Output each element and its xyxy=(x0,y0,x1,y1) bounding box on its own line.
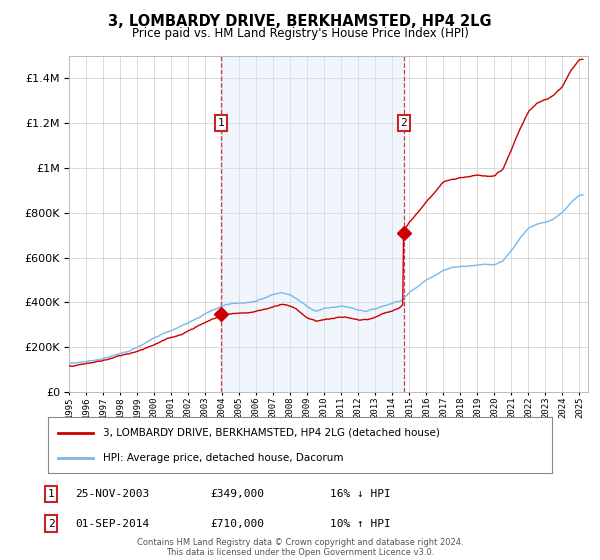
Text: £349,000: £349,000 xyxy=(210,489,264,499)
Text: 2: 2 xyxy=(47,519,55,529)
Text: 2: 2 xyxy=(400,118,407,128)
Text: 01-SEP-2014: 01-SEP-2014 xyxy=(75,519,149,529)
Text: 1: 1 xyxy=(217,118,224,128)
Text: Contains HM Land Registry data © Crown copyright and database right 2024.
This d: Contains HM Land Registry data © Crown c… xyxy=(137,538,463,557)
Text: 3, LOMBARDY DRIVE, BERKHAMSTED, HP4 2LG (detached house): 3, LOMBARDY DRIVE, BERKHAMSTED, HP4 2LG … xyxy=(103,428,440,438)
Text: 1: 1 xyxy=(47,489,55,499)
Text: 16% ↓ HPI: 16% ↓ HPI xyxy=(330,489,391,499)
Text: 3, LOMBARDY DRIVE, BERKHAMSTED, HP4 2LG: 3, LOMBARDY DRIVE, BERKHAMSTED, HP4 2LG xyxy=(108,14,492,29)
Text: Price paid vs. HM Land Registry's House Price Index (HPI): Price paid vs. HM Land Registry's House … xyxy=(131,27,469,40)
Text: 10% ↑ HPI: 10% ↑ HPI xyxy=(330,519,391,529)
Bar xyxy=(221,56,404,392)
Text: 25-NOV-2003: 25-NOV-2003 xyxy=(75,489,149,499)
Text: £710,000: £710,000 xyxy=(210,519,264,529)
Text: HPI: Average price, detached house, Dacorum: HPI: Average price, detached house, Daco… xyxy=(103,452,344,463)
